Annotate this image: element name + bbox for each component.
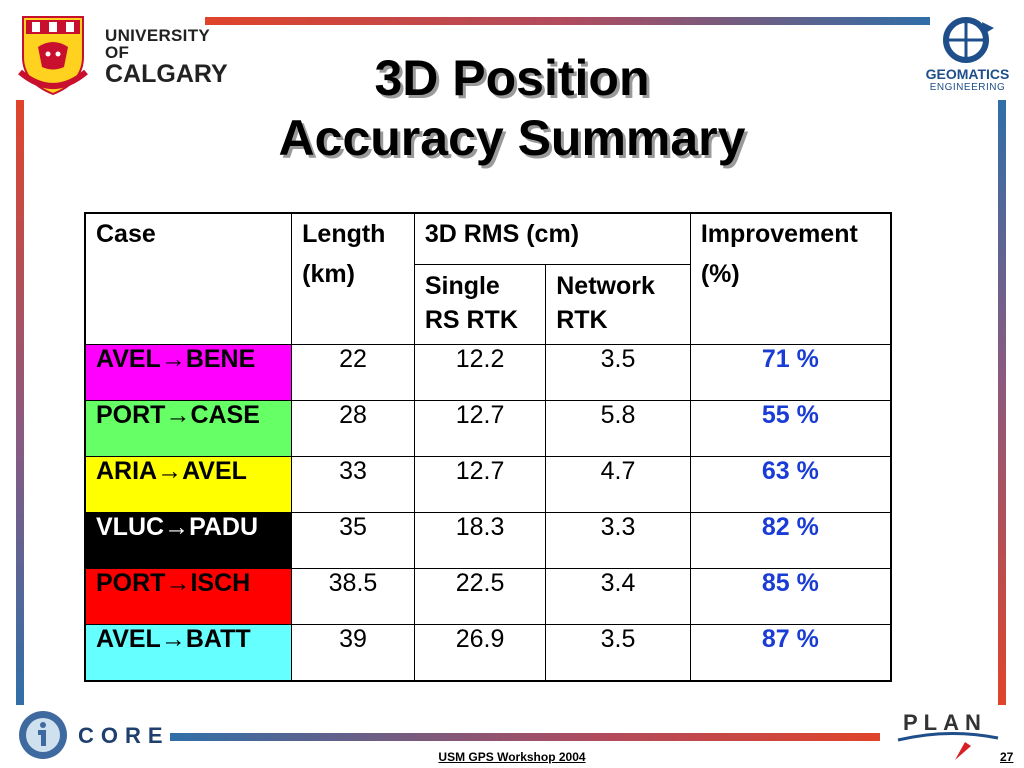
case-from: PORT [96,569,166,597]
university-line1: UNIVERSITY OF [105,26,210,62]
case-cell: VLUC→PADU [84,512,293,569]
case-cell: AVEL→BATT [84,624,293,682]
improvement-cell: 71 % [689,344,892,401]
case-cell: PORT→ISCH [84,568,293,625]
case-to: AVEL [182,457,247,485]
single-rs-rtk-cell: 22.5 [413,568,547,625]
improvement-cell: 55 % [689,400,892,457]
length-cell: 38.5 [291,568,415,625]
plan-swoosh-icon [897,731,999,760]
improvement-cell: 63 % [689,456,892,513]
title-line2: Accuracy Summary [278,110,746,166]
core-label: CORE [78,723,170,748]
case-from: ARIA [96,457,158,485]
network-rtk-cell: 3.5 [545,344,691,401]
globe-icon [943,17,994,63]
dept-line1: GEOMATICS [925,66,1010,82]
arrow-right-icon: → [164,513,190,541]
case-to: BATT [185,625,251,653]
case-from: PORT [96,401,166,429]
single-rs-rtk-cell: 26.9 [413,624,547,682]
length-cell: 33 [291,456,415,513]
accuracy-table: Case Length (km) 3D RMS (cm) Improvement… [84,212,892,682]
arrow-right-icon: → [160,345,186,373]
improvement-cell: 82 % [689,512,892,569]
case-from: AVEL [96,625,161,653]
slide-title: 3D Position Accuracy Summary [0,48,1024,168]
network-rtk-cell: 3.3 [545,512,691,569]
network-rtk-cell: 4.7 [545,456,691,513]
top-accent-bar [205,17,930,25]
table-row: VLUC→PADU 35 18.3 3.3 82 % [84,512,892,569]
case-to: BENE [185,345,256,373]
case-from: AVEL [96,345,161,373]
table-header-row: Case Length (km) 3D RMS (cm) Improvement… [84,212,892,345]
single-rs-rtk-cell: 18.3 [413,512,547,569]
single-rs-rtk-cell: 12.7 [413,400,547,457]
case-cell: PORT→CASE [84,400,293,457]
plan-label: PLAN [903,710,987,735]
left-accent-bar [16,100,24,705]
case-cell: AVEL→BENE [84,344,293,401]
header-improvement: Improvement (%) [689,212,892,345]
arrow-right-icon: → [165,569,191,597]
table-row: AVEL→BENE 22 12.2 3.5 71 % [84,344,892,401]
case-to: ISCH [190,569,251,597]
arrow-right-icon: → [157,457,183,485]
network-rtk-cell: 5.8 [545,400,691,457]
table-row: PORT→CASE 28 12.7 5.8 55 % [84,400,892,457]
bottom-accent-bar [170,733,880,741]
single-rs-rtk-cell: 12.7 [413,456,547,513]
workshop-footer: USM GPS Workshop 2004 [438,750,586,764]
title-line1: 3D Position [374,50,650,106]
university-logo: UNIVERSITY OF CALGARY [18,12,228,100]
university-line2: CALGARY [105,60,228,88]
case-to: CASE [190,401,260,429]
geomatics-logo: GEOMATICS ENGINEERING [920,14,1015,104]
improvement-cell: 87 % [689,624,892,682]
header-length: Length (km) [291,212,415,345]
single-rs-rtk-cell: 12.2 [413,344,547,401]
length-cell: 35 [291,512,415,569]
arrow-right-icon: → [165,401,191,429]
length-cell: 22 [291,344,415,401]
plan-logo: PLAN [893,708,1003,764]
table-row: AVEL→BATT 39 26.9 3.5 87 % [84,624,892,682]
header-network-rtk: Network RTK [545,264,691,345]
table-row: ARIA→AVEL 33 12.7 4.7 63 % [84,456,892,513]
header-rms: 3D RMS (cm) [413,212,691,265]
header-single-rs-rtk: Single RS RTK [413,264,547,345]
info-globe-icon [19,711,67,759]
improvement-cell: 85 % [689,568,892,625]
arrow-right-icon: → [160,625,186,653]
table-subheader-row: Single RS RTK Network RTK [85,264,891,345]
case-to: PADU [189,513,259,541]
table-row: PORT→ISCH 38.5 22.5 3.4 85 % [84,568,892,625]
crest-icon [18,16,88,96]
case-cell: ARIA→AVEL [84,456,293,513]
network-rtk-cell: 3.4 [545,568,691,625]
case-from: VLUC [96,513,165,541]
table-body: AVEL→BENE 22 12.2 3.5 71 % PORT→CASE 28 12.7 5.8… [84,344,892,682]
dept-line2: ENGINEERING [929,82,1006,93]
network-rtk-cell: 3.5 [545,624,691,682]
right-accent-bar [998,100,1006,705]
length-cell: 28 [291,400,415,457]
page-number: 27 [1000,750,1014,764]
length-cell: 39 [291,624,415,682]
header-case: Case [84,212,293,345]
core-logo: CORE [16,708,176,764]
university-wordmark: UNIVERSITY OF CALGARY [105,27,228,87]
